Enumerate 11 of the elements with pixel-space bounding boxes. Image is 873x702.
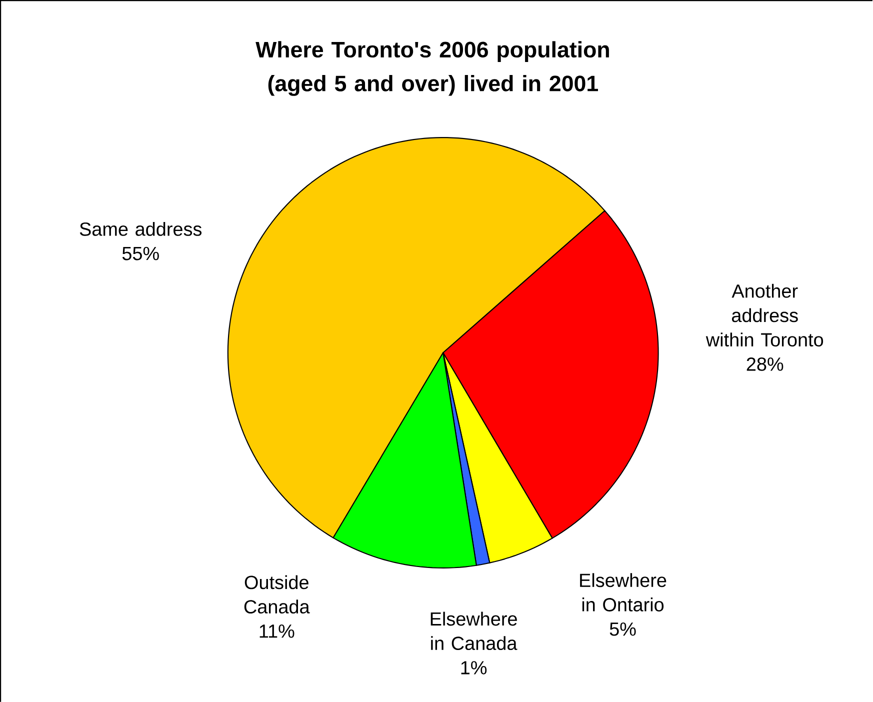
slice-label: Elsewhere in Ontario [580,572,666,612]
data-label: 55% [122,246,159,260]
slice-label: Elsewhere in Canada [430,612,518,650]
slice-label: Outside Canada [244,574,310,614]
chart-title: Where Toronto's 2006 population (aged 5 and over) lived in 2001 [256,40,609,96]
data-label: 1% [461,660,487,674]
data-label: 11% [260,624,294,638]
data-label: 28% [746,357,784,371]
slice-label: Same address [80,222,202,236]
slice-label: Another address within Toronto [706,284,824,346]
data-label: 5% [610,622,636,636]
